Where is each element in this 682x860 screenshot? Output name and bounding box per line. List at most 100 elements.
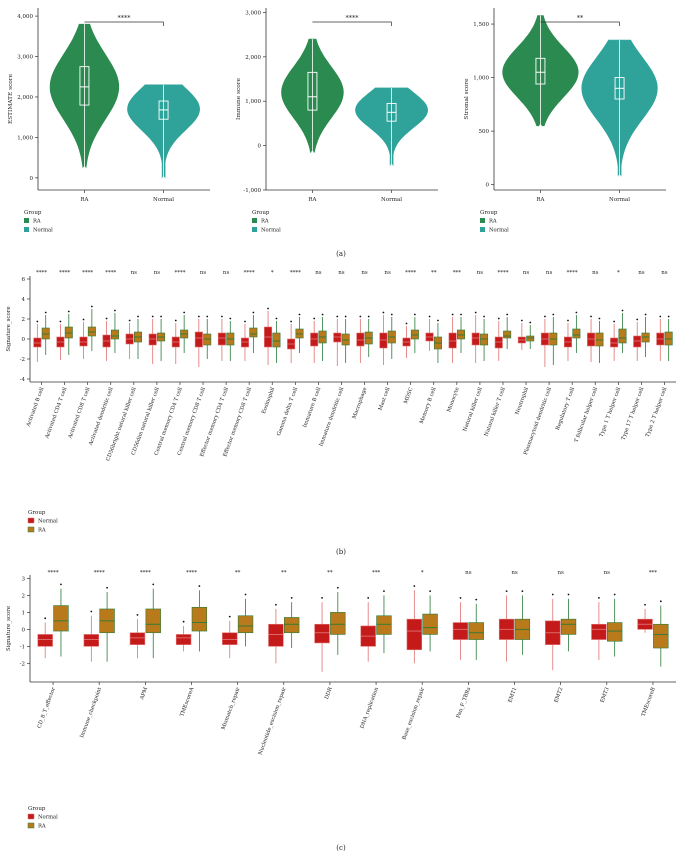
y-axis-label: ESTIMATE score (8, 73, 14, 124)
outlier-point (383, 590, 385, 593)
outlier-point (228, 615, 231, 618)
outlier-point (636, 318, 639, 321)
box-ra (410, 329, 419, 340)
outlier-point (613, 320, 616, 323)
outlier-point (44, 311, 47, 314)
significance-label: **** (36, 270, 47, 276)
box-ra (110, 329, 119, 340)
box-ra (595, 332, 604, 347)
outlier-point (359, 315, 362, 318)
legend-swatch (24, 227, 29, 232)
x-tick-label: Normal (153, 197, 174, 203)
x-tick-label: Plasmacytoid dendritic cell (523, 386, 553, 455)
outlier-point (413, 585, 416, 587)
box-normal (633, 335, 642, 348)
box-normal (610, 337, 619, 348)
outlier-point (275, 603, 277, 606)
outlier-point (313, 317, 316, 320)
box-ra (145, 608, 161, 634)
legend-swatch (27, 526, 35, 533)
legend-label: RA (261, 219, 269, 225)
outlier-point (321, 313, 324, 316)
x-tick-label: Memory B cell (419, 386, 438, 424)
outlier-point (311, 150, 314, 154)
outlier-point (136, 614, 139, 616)
box-normal (356, 332, 365, 347)
x-tick-label: TMEscoreA (179, 686, 195, 717)
significance-label: ns (315, 270, 322, 276)
outlier-point (613, 593, 616, 596)
y-axis-label: Signature_score (6, 606, 12, 651)
box-normal (333, 332, 342, 343)
outlier-point (67, 310, 70, 313)
box-ra (272, 332, 281, 348)
y-tick-label: 2 (22, 593, 26, 599)
significance-label: *** (372, 570, 381, 576)
x-tick-label: Natural killer T cell (484, 386, 507, 437)
x-tick-label: Normal (609, 197, 630, 203)
outlier-point (382, 311, 385, 314)
x-tick-label: TMEscoreB (641, 686, 657, 717)
significance-label: **** (59, 270, 70, 276)
legend-swatch (252, 227, 257, 232)
box-normal (83, 634, 100, 647)
box-ra (53, 605, 69, 632)
box-normal (37, 634, 53, 647)
significance-label: **** (497, 270, 508, 276)
outlier-point (552, 313, 555, 316)
box-ra (653, 623, 669, 649)
outlier-point (390, 313, 393, 316)
box-normal (222, 632, 238, 645)
x-tick-label: Activated dendritic cell (88, 386, 115, 447)
box-normal (471, 332, 480, 346)
outlier-point (529, 321, 532, 324)
outlier-point (105, 317, 108, 320)
significance-label: ** (281, 570, 287, 576)
outlier-point (244, 320, 246, 323)
significance-label: * (617, 270, 620, 276)
outlier-point (198, 585, 201, 587)
x-tick-label: EMT3 (600, 687, 611, 704)
significance-label: ns (604, 570, 611, 576)
outlier-point (174, 319, 177, 322)
significance-label: **** (405, 270, 416, 276)
y-tick-label: 3,000 (17, 55, 33, 61)
box-normal (175, 634, 192, 645)
panel-label: (b) (336, 548, 346, 556)
legend-title: Group (252, 210, 270, 216)
outlier-point (598, 597, 600, 599)
x-tick-label: Gamma delta T cell (276, 386, 299, 436)
box-ra (341, 333, 350, 346)
box-ra (203, 333, 212, 346)
outlier-point (618, 174, 621, 178)
outlier-point (244, 593, 247, 596)
outlier-point (197, 315, 200, 318)
x-tick-label: Natural killer cell (462, 386, 484, 432)
x-tick-label: CD_8_T_effector (37, 686, 58, 729)
legend-title: Group (28, 806, 46, 812)
legend-label: RA (489, 219, 497, 225)
outlier-point (497, 317, 500, 320)
outlier-point (551, 593, 554, 596)
box-normal (310, 332, 319, 347)
significance-label: ns (546, 270, 553, 276)
y-tick-label: 2 (22, 317, 26, 323)
panel-label: (c) (336, 844, 346, 852)
box-ra (64, 326, 73, 339)
outlier-point (106, 586, 108, 589)
significance-label: ns (557, 570, 564, 576)
outlier-point (160, 315, 162, 318)
x-tick-label: Neutrophil (514, 386, 530, 415)
outlier-point (82, 318, 85, 321)
box-ra (191, 606, 208, 632)
y-tick-label: 1,000 (473, 76, 489, 82)
box-ra (606, 622, 623, 642)
significance-label: ns (384, 270, 391, 276)
box-normal (148, 333, 157, 346)
legend-label: RA (38, 824, 46, 830)
significance-label: **** (94, 570, 105, 576)
box-ra (572, 328, 581, 339)
outlier-point (598, 317, 601, 320)
x-tick-label: Activated B cell (25, 386, 45, 428)
significance-label: **** (82, 270, 93, 276)
